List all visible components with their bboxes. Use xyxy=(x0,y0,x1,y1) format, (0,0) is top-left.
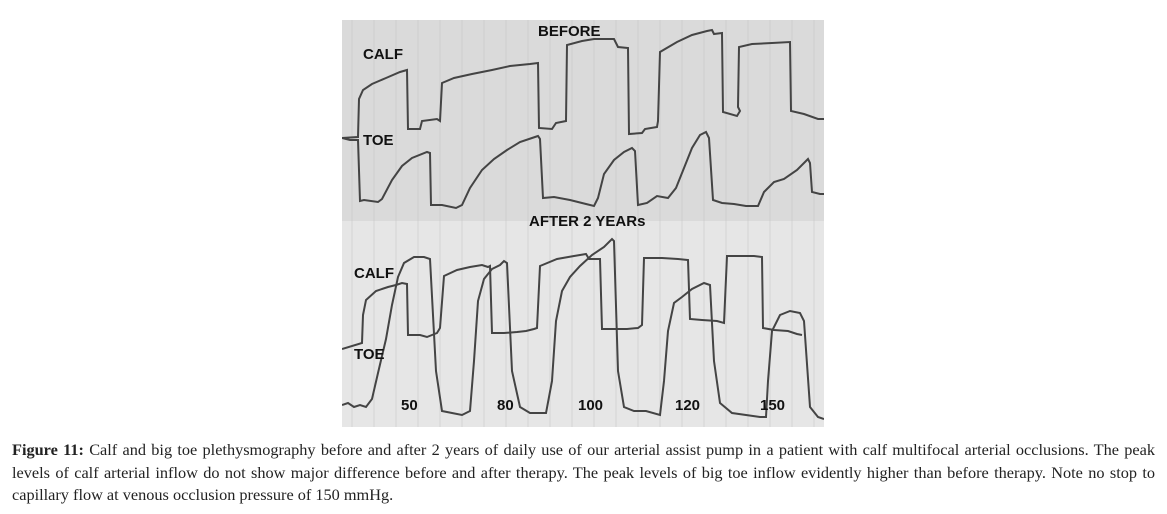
before-toe-label: TOE xyxy=(363,132,394,149)
before-calf-trace xyxy=(342,28,824,139)
before-trace-plot xyxy=(342,20,824,221)
after-toe-label: TOE xyxy=(354,346,385,363)
after-calf-label: CALF xyxy=(354,265,394,282)
after-plethysmography-panel: AFTER 2 YEARs CALF TOE 50 80 100 120 150 xyxy=(342,213,824,427)
before-calf-label: CALF xyxy=(363,46,403,63)
figure-caption-label: Figure 11: xyxy=(12,440,84,459)
after-trace-plot xyxy=(342,221,824,427)
pressure-label-150: 150 xyxy=(760,397,786,414)
figure-caption: Figure 11: Calf and big toe plethysmogra… xyxy=(12,439,1155,507)
after-calf-trace xyxy=(342,252,803,350)
before-toe-trace xyxy=(342,130,824,210)
before-title: BEFORE xyxy=(538,23,601,40)
pressure-label-100: 100 xyxy=(578,397,604,414)
figure-caption-text: Calf and big toe plethysmography before … xyxy=(12,440,1155,505)
after-toe-trace xyxy=(342,237,824,420)
pressure-label-80: 80 xyxy=(497,397,514,414)
after-title: AFTER 2 YEARs xyxy=(529,213,646,230)
after-grid xyxy=(351,221,815,427)
pressure-label-120: 120 xyxy=(675,397,701,414)
before-plethysmography-panel: BEFORE CALF TOE xyxy=(342,20,824,221)
pressure-label-50: 50 xyxy=(401,397,418,414)
